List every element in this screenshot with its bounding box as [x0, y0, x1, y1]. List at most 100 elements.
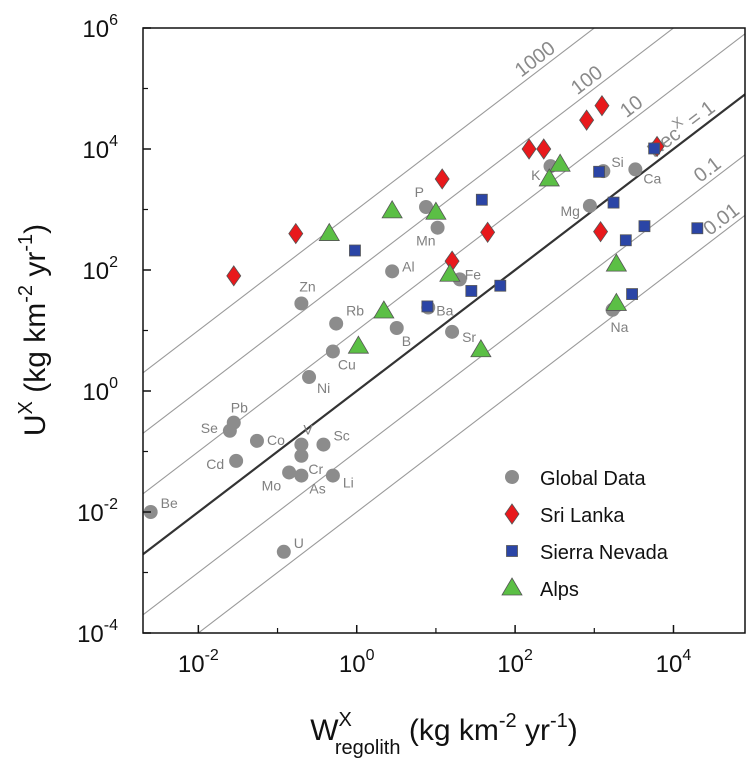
point-label-cd: Cd [206, 456, 224, 472]
global-data-point-v [294, 437, 309, 452]
point-label-u: U [294, 535, 304, 551]
point-label-rb: Rb [346, 303, 364, 319]
alps-point-10 [605, 253, 628, 272]
point-label-fe: Fe [465, 266, 482, 282]
sierra-nevada-point-7 [607, 196, 620, 209]
point-label-be: Be [161, 495, 178, 511]
alps-point-1 [318, 222, 340, 241]
point-label-cr: Cr [308, 461, 323, 477]
y-axis-title-unit-sup1: -2 [15, 285, 37, 303]
global-data-point-sc [316, 437, 331, 452]
alps-point-7 [470, 338, 492, 358]
point-label-co: Co [267, 432, 285, 448]
point-label-na: Na [611, 319, 629, 335]
sierra-nevada-point-3 [465, 285, 478, 297]
y-axis-title-main: U [19, 414, 52, 436]
global-data-point-ca [628, 162, 643, 177]
y-axis-title-unit: (kg km [19, 303, 52, 401]
x-axis-title-sup: X [339, 709, 352, 731]
global-data-point-b [389, 320, 404, 335]
x-axis-title-sub: regolith [335, 737, 401, 759]
point-label-li: Li [343, 475, 354, 491]
sri-lanka-point-7 [536, 138, 552, 160]
sri-lanka-point-9 [594, 94, 610, 117]
point-label-mn: Mn [416, 233, 435, 249]
sierra-nevada-point-9 [638, 220, 651, 233]
global-data-point-ni [302, 370, 317, 385]
point-label-se: Se [201, 420, 218, 436]
global-data-point-as [294, 468, 309, 483]
x-axis-title-unit-mid: yr [517, 714, 550, 747]
legend-item-sierra-nevada: Sierra Nevada [506, 542, 669, 564]
point-label-mg: Mg [560, 203, 579, 219]
alps-point-11 [605, 292, 628, 311]
point-label-sr: Sr [462, 329, 476, 345]
sierra-nevada-point-5 [494, 279, 507, 292]
legend-label-sierra-nevada: Sierra Nevada [540, 542, 669, 564]
point-label-sc: Sc [333, 428, 349, 444]
sierra-nevada-point-1 [349, 244, 361, 257]
y-tick-label: 106 [82, 12, 118, 43]
legend: Global Data Sri Lanka Sierra Nevada Alps [501, 468, 669, 601]
legend-marker-sri-lanka [504, 503, 520, 525]
series-sri-lanka [226, 94, 665, 287]
global-data-point-rb [329, 316, 344, 331]
reference-line-label: 100 [567, 62, 607, 100]
point-label-v: V [303, 422, 313, 438]
global-data-point-mg [582, 198, 597, 213]
point-label-ni: Ni [317, 380, 330, 396]
point-label-zn: Zn [299, 278, 315, 294]
alps-point-3 [425, 201, 447, 220]
point-label-as: As [309, 481, 325, 497]
series-sierra-nevada [349, 142, 704, 313]
sierra-nevada-point-6 [593, 165, 606, 178]
series-global-data [143, 159, 643, 559]
sierra-nevada-point-11 [691, 222, 704, 235]
reference-line [143, 154, 745, 616]
legend-item-alps: Alps [501, 577, 579, 601]
x-axis-title-unit-sup1: -2 [499, 710, 517, 732]
y-axis-title: UX (kg km-2 yr-1) [15, 224, 52, 436]
sri-lanka-point-8 [579, 109, 595, 131]
reference-line [143, 33, 745, 495]
legend-label-sri-lanka: Sri Lanka [540, 505, 625, 527]
point-label-p: P [415, 184, 424, 200]
point-label-si: Si [611, 154, 623, 170]
global-data-point-cu [325, 344, 340, 359]
global-data-point-cd [229, 453, 244, 468]
reference-line [143, 92, 745, 556]
alps-point-6 [439, 263, 461, 282]
sierra-nevada-point-12 [626, 288, 638, 300]
sri-lanka-point-2 [288, 222, 304, 245]
y-axis-title-unit-end: ) [19, 224, 52, 234]
global-data-point-sr [445, 324, 460, 339]
y-tick-label: 100 [82, 375, 118, 406]
point-label-pb: Pb [231, 400, 248, 416]
legend-marker-sierra-nevada [506, 545, 518, 557]
global-data-point-p [419, 199, 434, 214]
x-axis-title: WX regolith (kg km-2 yr-1) [310, 709, 578, 759]
legend-marker-alps [501, 577, 523, 596]
x-tick-label: 104 [656, 647, 692, 678]
sri-lanka-point-3 [434, 168, 450, 190]
sri-lanka-point-11 [593, 220, 609, 243]
global-data-point-u [276, 544, 291, 559]
alps-point-9 [549, 153, 571, 172]
x-axis-title-unit: (kg km [401, 714, 499, 747]
global-data-point-se [222, 423, 237, 438]
series-alps [318, 153, 628, 358]
sierra-nevada-point-2 [421, 300, 434, 313]
y-axis-title-unit-mid: yr [19, 252, 52, 285]
y-axis-title-sup: X [15, 401, 37, 414]
y-tick-label: 10-2 [77, 496, 118, 527]
legend-marker-global-data [505, 470, 519, 484]
y-tick-label: 104 [82, 133, 118, 164]
alps-point-5 [347, 335, 370, 354]
y-tick-label: 102 [82, 254, 118, 285]
reference-line-label: 1000 [511, 37, 560, 81]
point-label-b: B [402, 333, 411, 349]
global-data-point-al [385, 264, 400, 279]
reference-line-label: 0.01 [699, 199, 743, 240]
reference-lines [143, 28, 745, 633]
